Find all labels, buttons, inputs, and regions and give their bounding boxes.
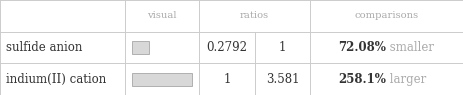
- Text: 72.08%: 72.08%: [338, 41, 386, 54]
- Text: comparisons: comparisons: [355, 11, 419, 20]
- Text: 3.581: 3.581: [266, 73, 299, 86]
- Text: ratios: ratios: [240, 11, 269, 20]
- Text: larger: larger: [386, 73, 426, 86]
- Bar: [131, 72, 193, 86]
- Bar: [131, 41, 149, 54]
- Text: 258.1%: 258.1%: [338, 73, 386, 86]
- Text: indium(II) cation: indium(II) cation: [6, 73, 106, 86]
- Text: visual: visual: [147, 11, 177, 20]
- Text: 0.2792: 0.2792: [206, 41, 247, 54]
- Text: 1: 1: [279, 41, 286, 54]
- Text: 1: 1: [223, 73, 231, 86]
- Text: smaller: smaller: [386, 41, 434, 54]
- Text: sulfide anion: sulfide anion: [6, 41, 82, 54]
